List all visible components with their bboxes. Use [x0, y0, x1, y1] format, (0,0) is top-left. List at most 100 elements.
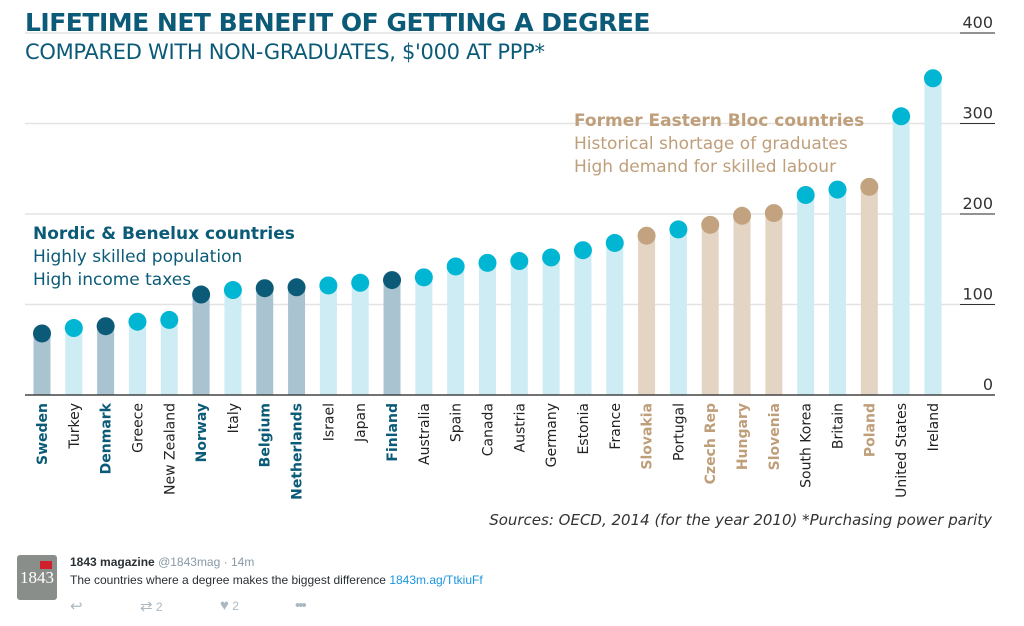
tweet-author[interactable]: 1843 magazine	[70, 555, 155, 569]
data-point	[764, 204, 783, 223]
x-tick-label: South Korea	[799, 403, 815, 488]
data-point	[319, 276, 338, 295]
data-point	[96, 317, 115, 336]
data-point	[701, 215, 720, 234]
avatar[interactable]: 1843	[17, 555, 57, 600]
bar	[415, 277, 433, 395]
bar	[447, 266, 465, 395]
data-point	[192, 285, 211, 304]
x-tick-label: Germany	[544, 403, 560, 467]
nordic-line1: Highly skilled population	[33, 247, 243, 267]
data-point	[828, 180, 847, 199]
x-tick-label: Ireland	[926, 403, 942, 451]
like-button[interactable]: ♥ 2	[220, 597, 295, 615]
chart: 0 100 200 300 400 Sweden Turkey Denmark Greece Ne…	[25, 13, 995, 500]
x-tick-label: Belgium	[258, 403, 274, 467]
data-point	[223, 281, 242, 300]
x-tick-label: Japan	[353, 403, 369, 443]
bar	[383, 280, 401, 395]
x-tick-label: Norway	[194, 403, 210, 462]
bar	[701, 224, 719, 395]
x-tick-label: Australia	[417, 403, 433, 465]
data-point	[128, 312, 147, 331]
data-point	[383, 271, 402, 290]
bar	[669, 229, 687, 395]
bar	[797, 194, 815, 395]
bar	[765, 213, 783, 395]
bar	[638, 235, 656, 395]
y-tick-label: 100	[962, 285, 993, 304]
bar	[606, 242, 624, 395]
x-tick-label: Canada	[480, 403, 496, 456]
heart-icon: ♥	[220, 597, 229, 614]
bar	[733, 215, 751, 395]
x-tick-label: France	[608, 403, 624, 450]
x-tick-label: Slovakia	[640, 403, 656, 470]
eastern-annotation: Former Eastern Bloc countries Historical…	[574, 110, 864, 179]
data-point	[351, 273, 370, 292]
bar	[351, 282, 369, 395]
data-point	[64, 319, 83, 338]
bar	[33, 333, 51, 395]
x-tick-label: Turkey	[67, 403, 83, 450]
x-tick-label: United States	[894, 403, 910, 498]
bar	[128, 321, 146, 395]
bar	[192, 294, 210, 395]
x-tick-label: Czech Rep	[703, 403, 719, 484]
nordic-annotation: Nordic & Benelux countries Highly skille…	[33, 223, 295, 292]
nordic-title: Nordic & Benelux countries	[33, 224, 295, 244]
data-point	[892, 107, 911, 126]
retweet-button[interactable]: ⇄ 2	[140, 597, 220, 615]
data-point	[669, 220, 688, 239]
bar	[65, 328, 83, 395]
eastern-line2: High demand for skilled labour	[574, 157, 837, 177]
chart-subtitle: COMPARED WITH NON-GRADUATES, $'000 AT PP…	[25, 40, 545, 64]
eastern-title: Former Eastern Bloc countries	[574, 111, 865, 131]
data-point	[446, 257, 465, 276]
x-tick-label: Greece	[130, 403, 146, 453]
source-note: Sources: OECD, 2014 (for the year 2010) …	[489, 511, 992, 529]
tweet-handle[interactable]: @1843mag	[158, 555, 221, 569]
data-point	[605, 233, 624, 252]
more-icon[interactable]: •••	[295, 597, 307, 614]
y-tick-label: 200	[962, 194, 993, 213]
x-tick-label: Estonia	[576, 403, 592, 455]
data-point	[796, 185, 815, 204]
bar	[256, 288, 274, 395]
bar	[542, 257, 560, 395]
bar	[510, 261, 528, 395]
data-point	[637, 226, 656, 245]
x-tick-label: Britain	[831, 403, 847, 449]
y-tick-label: 300	[962, 104, 993, 123]
x-tick-label: Israel	[321, 403, 337, 441]
data-point	[733, 206, 752, 225]
data-point	[160, 310, 179, 329]
data-point	[923, 69, 942, 88]
retweet-icon: ⇄	[140, 598, 153, 615]
bar	[924, 78, 942, 395]
data-point	[573, 241, 592, 260]
x-tick-label: Poland	[862, 403, 878, 457]
tweet-time[interactable]: 14m	[230, 555, 255, 569]
bar	[224, 290, 242, 395]
x-tick-label: Austria	[512, 403, 528, 452]
bar	[478, 262, 496, 395]
bar	[892, 116, 910, 395]
x-tick-label: Denmark	[99, 402, 115, 474]
data-point	[510, 252, 529, 271]
reply-icon[interactable]: ↩	[70, 598, 83, 615]
chart-title: LIFETIME NET BENEFIT OF GETTING A DEGREE	[25, 8, 651, 37]
data-point	[33, 324, 51, 343]
data-point	[287, 278, 306, 297]
tweet-link[interactable]: 1843m.ag/TtkiuFf	[389, 573, 483, 587]
y-tick-label: 0	[983, 375, 993, 394]
bar	[860, 186, 878, 395]
bar	[574, 250, 592, 395]
data-point	[542, 248, 561, 267]
x-tick-label: New Zealand	[162, 403, 178, 495]
bar	[97, 326, 115, 395]
y-tick-label: 400	[962, 13, 993, 32]
bar	[829, 189, 846, 395]
x-tick-label: Sweden	[35, 403, 51, 465]
data-point	[860, 177, 879, 196]
